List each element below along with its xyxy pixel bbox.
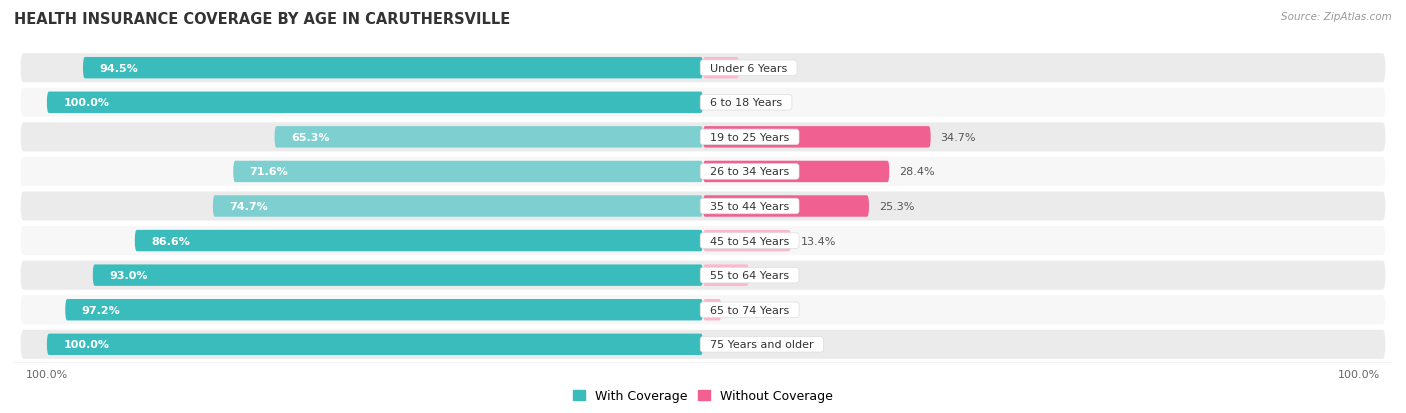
Text: 94.5%: 94.5% xyxy=(100,64,138,74)
Text: 2.8%: 2.8% xyxy=(731,305,759,315)
FancyBboxPatch shape xyxy=(46,334,703,355)
FancyBboxPatch shape xyxy=(135,230,703,252)
FancyBboxPatch shape xyxy=(21,295,1385,325)
Legend: With Coverage, Without Coverage: With Coverage, Without Coverage xyxy=(568,385,838,408)
Text: 28.4%: 28.4% xyxy=(900,167,935,177)
Text: 19 to 25 Years: 19 to 25 Years xyxy=(703,133,796,142)
Text: 100.0%: 100.0% xyxy=(63,339,110,349)
Text: 100.0%: 100.0% xyxy=(63,98,110,108)
FancyBboxPatch shape xyxy=(21,192,1385,221)
Text: 71.6%: 71.6% xyxy=(250,167,288,177)
FancyBboxPatch shape xyxy=(93,265,703,286)
Text: 34.7%: 34.7% xyxy=(941,133,976,142)
Text: 65 to 74 Years: 65 to 74 Years xyxy=(703,305,796,315)
FancyBboxPatch shape xyxy=(703,58,740,79)
Text: 74.7%: 74.7% xyxy=(229,202,269,211)
Text: 0.0%: 0.0% xyxy=(713,98,741,108)
FancyBboxPatch shape xyxy=(703,299,721,320)
Text: 55 to 64 Years: 55 to 64 Years xyxy=(703,271,796,280)
Text: 35 to 44 Years: 35 to 44 Years xyxy=(703,202,796,211)
FancyBboxPatch shape xyxy=(703,161,890,183)
Text: 93.0%: 93.0% xyxy=(110,271,148,280)
FancyBboxPatch shape xyxy=(703,230,792,252)
Text: HEALTH INSURANCE COVERAGE BY AGE IN CARUTHERSVILLE: HEALTH INSURANCE COVERAGE BY AGE IN CARU… xyxy=(14,12,510,27)
Text: 45 to 54 Years: 45 to 54 Years xyxy=(703,236,796,246)
Text: 75 Years and older: 75 Years and older xyxy=(703,339,821,349)
Text: 65.3%: 65.3% xyxy=(291,133,329,142)
Text: 5.5%: 5.5% xyxy=(749,64,778,74)
FancyBboxPatch shape xyxy=(274,127,703,148)
Text: Source: ZipAtlas.com: Source: ZipAtlas.com xyxy=(1281,12,1392,22)
FancyBboxPatch shape xyxy=(703,127,931,148)
Text: 97.2%: 97.2% xyxy=(82,305,121,315)
FancyBboxPatch shape xyxy=(21,157,1385,187)
FancyBboxPatch shape xyxy=(21,88,1385,118)
Text: Under 6 Years: Under 6 Years xyxy=(703,64,794,74)
Text: 25.3%: 25.3% xyxy=(879,202,914,211)
FancyBboxPatch shape xyxy=(703,196,869,217)
FancyBboxPatch shape xyxy=(21,261,1385,290)
FancyBboxPatch shape xyxy=(21,330,1385,359)
FancyBboxPatch shape xyxy=(46,93,703,114)
Text: 86.6%: 86.6% xyxy=(152,236,190,246)
FancyBboxPatch shape xyxy=(21,123,1385,152)
FancyBboxPatch shape xyxy=(212,196,703,217)
FancyBboxPatch shape xyxy=(703,265,749,286)
Text: 6 to 18 Years: 6 to 18 Years xyxy=(703,98,789,108)
Text: 0.0%: 0.0% xyxy=(713,339,741,349)
FancyBboxPatch shape xyxy=(21,54,1385,83)
Text: 13.4%: 13.4% xyxy=(801,236,837,246)
Text: 26 to 34 Years: 26 to 34 Years xyxy=(703,167,796,177)
Text: 7.0%: 7.0% xyxy=(759,271,787,280)
FancyBboxPatch shape xyxy=(83,58,703,79)
FancyBboxPatch shape xyxy=(233,161,703,183)
FancyBboxPatch shape xyxy=(21,226,1385,256)
FancyBboxPatch shape xyxy=(65,299,703,320)
